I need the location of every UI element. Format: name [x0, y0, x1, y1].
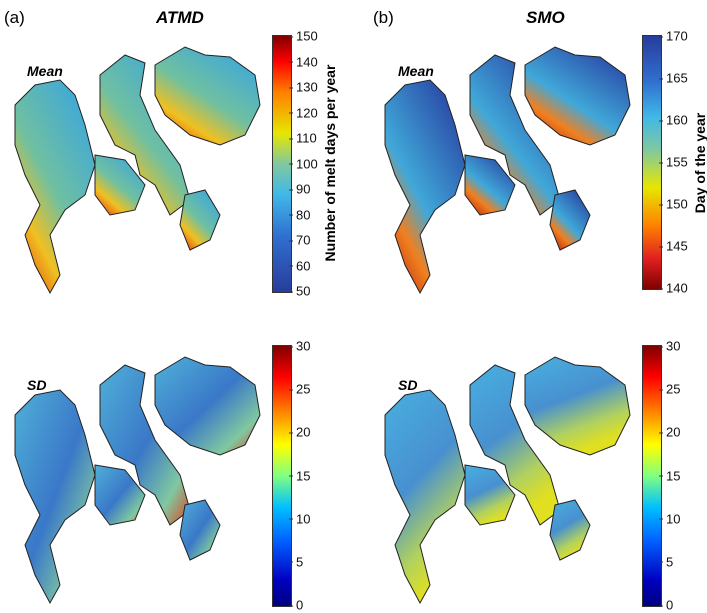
colorbar-tick-label: 140 — [289, 54, 318, 69]
colorbar-tick-label: 110 — [289, 130, 317, 146]
colorbar-tick-label: 70 — [288, 232, 311, 248]
colorbar-tick-label: 150 — [659, 196, 688, 212]
colorbar-tick-label: 15 — [288, 468, 311, 483]
colorbar-tick-label: 140 — [659, 280, 688, 296]
colorbar-tick-label: 0 — [658, 597, 674, 613]
row-label-sd-a: SD — [27, 377, 47, 393]
colorbar-tick-label: 145 — [659, 238, 688, 254]
colorbar-smo-mean-label: Day of the year — [692, 112, 707, 214]
colorbar-tick-label: 160 — [659, 112, 688, 128]
colorbar-tick-label: 100 — [289, 156, 318, 171]
colorbar-tick-label: 10 — [658, 511, 681, 527]
colorbar-tick-label: 130 — [289, 79, 318, 95]
colorbar-tick-label: 50 — [288, 283, 311, 299]
colorbar-tick-label: 30 — [658, 338, 681, 354]
colorbar-tick-label: 170 — [659, 28, 688, 44]
colorbar-tick-label: 25 — [658, 381, 681, 397]
row-label-sd-b: SD — [398, 377, 418, 393]
colorbar-tick-label: 0 — [288, 597, 304, 613]
panel-b-letter: (b) — [373, 8, 394, 27]
colorbar-tick-label: 165 — [659, 70, 688, 86]
panel-a-title: ATMD — [156, 8, 204, 27]
colorbar-tick-label: 150 — [289, 28, 318, 44]
colorbar-tick-label: 10 — [288, 511, 311, 527]
panel-b-title: SMO — [526, 8, 565, 27]
colorbar-tick-label: 80 — [288, 207, 311, 222]
colorbar-tick-label: 5 — [658, 554, 674, 570]
colorbar-tick-label: 5 — [288, 554, 304, 570]
colorbar-tick-label: 30 — [288, 338, 311, 354]
colorbar-tick-label: 60 — [288, 258, 311, 273]
colorbar-tick-label: 20 — [658, 424, 681, 440]
colorbar-tick-label: 120 — [289, 105, 318, 120]
colorbar-tick-label: 20 — [288, 424, 311, 440]
row-label-mean-a: Mean — [27, 63, 63, 79]
colorbar-tick-label: 155 — [659, 154, 688, 170]
colorbar-tick-label: 90 — [288, 181, 311, 197]
colorbar-tick-label: 25 — [288, 381, 311, 397]
row-label-mean-b: Mean — [398, 63, 434, 79]
colorbar-tick-label: 15 — [658, 468, 681, 483]
panel-a-letter: (a) — [4, 8, 25, 27]
colorbar-atmd-mean-label: Number of melt days per year — [322, 64, 338, 262]
